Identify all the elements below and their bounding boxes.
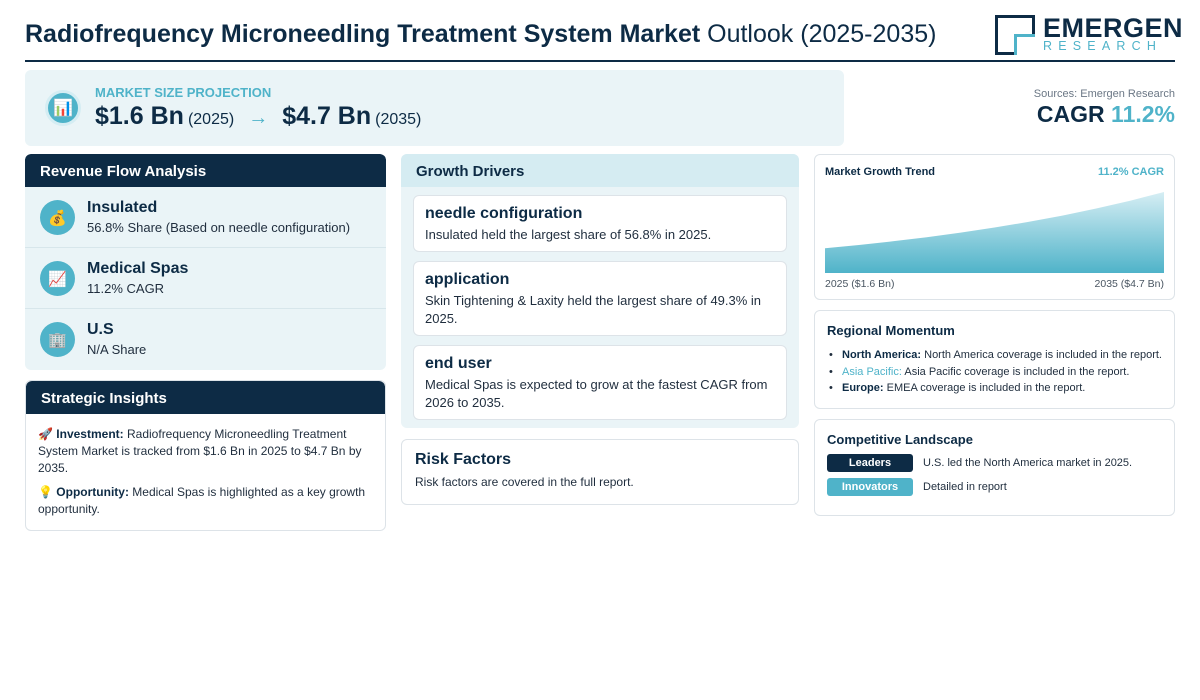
projection-values: $1.6 Bn (2025) → $4.7 Bn (2035) [95, 102, 421, 131]
driver-card: application Skin Tightening & Laxity hel… [413, 261, 787, 336]
growth-trend-chart [825, 192, 1164, 273]
region-name: Asia Pacific: [842, 365, 902, 378]
revenue-flow-title: Revenue Flow Analysis [25, 154, 386, 187]
innovators-badge: Innovators [827, 478, 913, 496]
page-title: Radiofrequency Microneedling Treatment S… [25, 20, 936, 49]
trend-end-label: 2035 ($4.7 Bn) [1094, 278, 1164, 290]
driver-text: Medical Spas is expected to grow at the … [425, 377, 768, 410]
trend-cagr: 11.2% CAGR [1097, 166, 1164, 178]
page-header: Radiofrequency Microneedling Treatment S… [25, 12, 1183, 62]
driver-card: end user Medical Spas is expected to gro… [413, 345, 787, 420]
regional-momentum-title: Regional Momentum [827, 323, 955, 338]
growth-trend-area [825, 192, 1164, 273]
driver-text: Skin Tightening & Laxity held the larges… [425, 293, 762, 326]
region-text: Asia Pacific coverage is included in the… [904, 365, 1130, 378]
bar-chart-icon: 📊 [45, 90, 81, 126]
opportunity-insight: 💡 Opportunity: Medical Spas is highlight… [38, 484, 373, 518]
risk-factors-title: Risk Factors [415, 451, 512, 468]
growth-drivers-panel: Growth Drivers needle configuration Insu… [401, 154, 799, 428]
driver-title: end user [425, 355, 492, 372]
driver-card: needle configuration Insulated held the … [413, 195, 787, 252]
region-text: North America coverage is included in th… [924, 349, 1162, 361]
revenue-item-name: Medical Spas [87, 260, 189, 277]
logo-subtitle: RESEARCH [1043, 39, 1163, 53]
revenue-item: 🏢 U.S N/A Share [25, 309, 386, 370]
trend-title: Market Growth Trend [825, 166, 936, 178]
competitive-landscape-title: Competitive Landscape [827, 432, 973, 447]
driver-title: needle configuration [425, 205, 583, 222]
sources-note: Sources: Emergen Research [1033, 88, 1175, 100]
office-building-icon: 🏢 [40, 322, 75, 357]
revenue-item-detail: 56.8% Share (Based on needle configurati… [87, 220, 351, 235]
region-name: North America: [842, 349, 922, 361]
list-item: Asia Pacific: Asia Pacific coverage is i… [827, 364, 1162, 381]
lightbulb-icon: 💡 [38, 485, 53, 499]
investment-text: Radiofrequency Microneedling Treatment S… [38, 427, 362, 475]
revenue-item: 💰 Insulated 56.8% Share (Based on needle… [25, 187, 386, 248]
title-main: Radiofrequency Microneedling Treatment S… [25, 20, 701, 48]
cagr-summary: CAGR 11.2% [1037, 101, 1175, 128]
investment-insight: 🚀 Investment: Radiofrequency Microneedli… [38, 426, 373, 477]
projection-end-year: (2035) [375, 111, 422, 128]
leaders-text: U.S. led the North America market in 202… [923, 457, 1133, 469]
trend-start-label: 2025 ($1.6 Bn) [825, 278, 895, 290]
trend-chart-icon: 📈 [40, 261, 75, 296]
revenue-item-name: U.S [87, 321, 114, 338]
projection-label: MARKET SIZE PROJECTION [95, 85, 272, 100]
competitive-landscape-panel: Competitive Landscape Leaders U.S. led t… [814, 419, 1175, 516]
opportunity-text: Medical Spas is highlighted as a key gro… [38, 485, 366, 516]
projection-start-value: $1.6 Bn [95, 102, 184, 130]
rocket-icon: 🚀 [38, 427, 53, 441]
investment-label: Investment: [56, 427, 124, 441]
region-text: EMEA coverage is included in the report. [886, 382, 1086, 394]
revenue-item-detail: 11.2% CAGR [87, 281, 165, 296]
risk-factors-panel: Risk Factors Risk factors are covered in… [401, 439, 799, 505]
cagr-label: CAGR [1036, 101, 1105, 127]
opportunity-label: Opportunity: [56, 485, 129, 499]
growth-drivers-title: Growth Drivers [401, 154, 799, 187]
list-item: Innovators Detailed in report [827, 478, 1162, 496]
projection-start-year: (2025) [187, 111, 235, 128]
market-size-projection: 📊 MARKET SIZE PROJECTION $1.6 Bn (2025) → $… [25, 70, 844, 146]
risk-factors-text: Risk factors are covered in the full rep… [415, 475, 634, 489]
regional-list: North America: North America coverage is… [827, 347, 1162, 397]
list-item: Europe: EMEA coverage is included in the… [827, 380, 1162, 397]
market-growth-trend-panel: Market Growth Trend 11.2% CAGR 2025 ($1.… [814, 154, 1175, 300]
list-item: North America: North America coverage is… [827, 347, 1162, 364]
emergen-logo: EMERGEN RESEARCH [995, 13, 1183, 57]
leaders-badge: Leaders [827, 454, 913, 472]
revenue-item: 📈 Medical Spas 11.2% CAGR [25, 248, 386, 309]
strategic-insights-body: 🚀 Investment: Radiofrequency Microneedli… [26, 414, 385, 518]
cagr-value: 11.2% [1111, 101, 1175, 127]
strategic-insights-title: Strategic Insights [26, 381, 385, 414]
arrow-right-icon: → [248, 107, 269, 129]
driver-text: Insulated held the largest share of 56.8… [425, 227, 712, 242]
projection-end-value: $4.7 Bn [282, 102, 372, 130]
list-item: Leaders U.S. led the North America marke… [827, 454, 1162, 472]
logo-name: EMERGEN [1043, 13, 1184, 43]
revenue-flow-panel: Revenue Flow Analysis 💰 Insulated 56.8% … [25, 154, 386, 370]
strategic-insights-panel: Strategic Insights 🚀 Investment: Radiofr… [25, 380, 386, 531]
title-period: Outlook (2025-2035) [707, 20, 937, 48]
revenue-item-detail: N/A Share [87, 342, 147, 357]
revenue-item-name: Insulated [87, 199, 158, 216]
region-name: Europe: [842, 382, 884, 394]
regional-momentum-panel: Regional Momentum North America: North A… [814, 310, 1175, 409]
innovators-text: Detailed in report [923, 481, 1007, 493]
driver-title: application [425, 271, 510, 288]
money-bag-icon: 💰 [40, 200, 75, 235]
logo-mark-icon [995, 15, 1035, 55]
